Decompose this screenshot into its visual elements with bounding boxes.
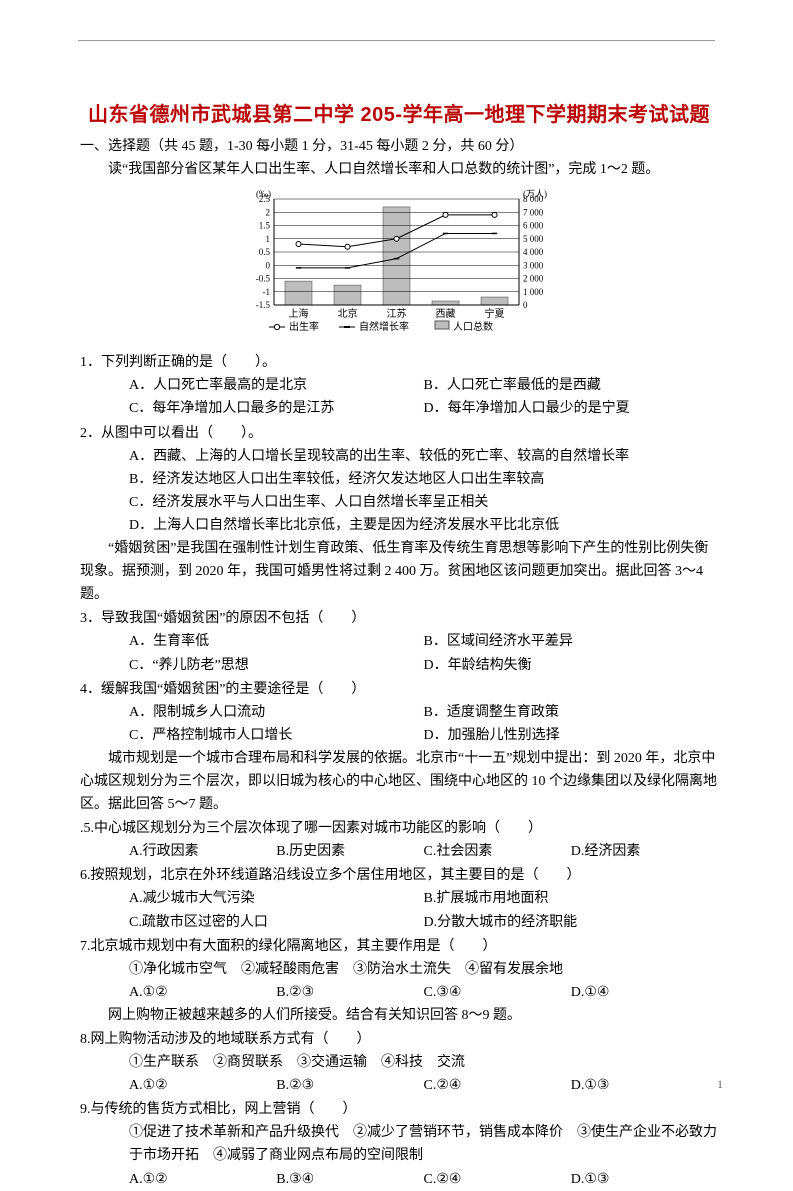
q6-opts-row2: C.疏散市区过密的人口 D.分散大城市的经济职能 bbox=[80, 911, 718, 934]
q8-opt-b: B.②③ bbox=[276, 1074, 423, 1097]
svg-text:7 000: 7 000 bbox=[523, 207, 544, 217]
page-number: 1 bbox=[717, 1077, 723, 1092]
q3-opt-c: C．“养儿防老”思想 bbox=[129, 654, 424, 677]
statistics-figure: 2.521.510.50-0.5-1-1.5(‰)8 0007 0006 000… bbox=[80, 187, 718, 345]
section-label: 一、选择题（共 45 题，1-30 每小题 1 分，31-45 每小题 2 分，… bbox=[80, 135, 718, 158]
svg-text:4 000: 4 000 bbox=[523, 247, 544, 257]
svg-text:自然增长率: 自然增长率 bbox=[359, 320, 409, 333]
body: 一、选择题（共 45 题，1-30 每小题 1 分，31-45 每小题 2 分，… bbox=[80, 135, 718, 1191]
q7-opt-c: C.③④ bbox=[424, 981, 571, 1004]
q7-opt-d: D.①④ bbox=[571, 981, 718, 1004]
svg-text:上海: 上海 bbox=[289, 307, 309, 320]
svg-text:出生率: 出生率 bbox=[289, 320, 319, 333]
svg-text:6 000: 6 000 bbox=[523, 221, 544, 231]
intro-line: 读“我国部分省区某年人口出生率、人口自然增长率和人口总数的统计图”，完成 1～2… bbox=[80, 158, 718, 181]
svg-text:西藏: 西藏 bbox=[436, 308, 456, 320]
svg-text:(‰): (‰) bbox=[256, 189, 271, 199]
q9-opt-c: C.②④ bbox=[424, 1168, 571, 1191]
q7-opts: A.①② B.②③ C.③④ D.①④ bbox=[80, 981, 718, 1004]
svg-text:宁夏: 宁夏 bbox=[485, 307, 505, 320]
q8-opt-d: D.①③ bbox=[571, 1074, 718, 1097]
q8-line: ①生产联系 ②商贸联系 ③交通运输 ④科技 交流 bbox=[80, 1051, 718, 1074]
q9-opt-b: B.③④ bbox=[276, 1168, 423, 1191]
q1-opts-row2: C．每年净增加人口最多的是江苏 D．每年净增加人口最少的是宁夏 bbox=[80, 397, 718, 420]
svg-text:-0.5: -0.5 bbox=[256, 274, 271, 284]
q4-opts-row2: C．严格控制城市人口增长 D．加强胎儿性别选择 bbox=[80, 724, 718, 747]
q1-opt-b: B．人口死亡率最低的是西藏 bbox=[424, 374, 719, 397]
q9-opt-a: A.①② bbox=[129, 1168, 276, 1191]
q7-text: 7.北京城市规划中有大面积的绿化隔离地区，其主要作用是（ ） bbox=[80, 935, 718, 958]
q4-opts-row1: A．限制城乡人口流动 B．适度调整生育政策 bbox=[80, 701, 718, 724]
q3-opt-b: B．区域间经济水平差异 bbox=[424, 630, 719, 653]
q5-opt-a: A.行政因素 bbox=[129, 840, 276, 863]
q6-opt-d: D.分散大城市的经济职能 bbox=[424, 911, 719, 934]
q6-text: 6.按照规划，北京在外环线道路沿线设立多个居住用地区，其主要目的是（ ） bbox=[80, 864, 718, 887]
q1-opt-c: C．每年净增加人口最多的是江苏 bbox=[129, 397, 424, 420]
passage-shopping: 网上购物正被越来越多的人们所接受。结合有关知识回答 8～9 题。 bbox=[80, 1004, 718, 1027]
q5-opt-c: C.社会因素 bbox=[424, 840, 571, 863]
svg-text:-1: -1 bbox=[263, 287, 271, 297]
q2-opt-a: A．西藏、上海的人口增长呈现较高的出生率、较低的死亡率、较高的自然增长率 bbox=[80, 445, 718, 468]
svg-text:0: 0 bbox=[266, 260, 271, 270]
exam-page: 山东省德州市武城县第二中学 205-学年高一地理下学期期末考试试题 一、选择题（… bbox=[0, 0, 793, 1122]
svg-text:3 000: 3 000 bbox=[523, 260, 544, 270]
q7-opt-b: B.②③ bbox=[276, 981, 423, 1004]
q1-opt-a: A．人口死亡率最高的是北京 bbox=[129, 374, 424, 397]
q9-text: 9.与传统的售货方式相比，网上营销（ ） bbox=[80, 1098, 718, 1121]
q3-text: 3．导致我国“婚姻贫困”的原因不包括（ ） bbox=[80, 607, 718, 630]
q4-text: 4．缓解我国“婚姻贫困”的主要途径是（ ） bbox=[80, 678, 718, 701]
passage-city: 城市规划是一个城市合理布局和科学发展的依据。北京市“十一五”规划中提出：到 20… bbox=[80, 747, 718, 816]
q9-opts: A.①② B.③④ C.②④ D.①③ bbox=[80, 1168, 718, 1191]
svg-text:0: 0 bbox=[523, 300, 528, 310]
q7-opt-a: A.①② bbox=[129, 981, 276, 1004]
q3-opts-row1: A．生育率低 B．区域间经济水平差异 bbox=[80, 630, 718, 653]
passage-marriage: “婚姻贫困”是我国在强制性计划生育政策、低生育率及传统生育思想等影响下产生的性别… bbox=[80, 537, 718, 606]
q4-opt-a: A．限制城乡人口流动 bbox=[129, 701, 424, 724]
q8-opt-a: A.①② bbox=[129, 1074, 276, 1097]
svg-text:1 000: 1 000 bbox=[523, 287, 544, 297]
q5-text: .5.中心城区规划分为三个层次体现了哪一因素对城市功能区的影响（ ） bbox=[80, 817, 718, 840]
svg-text:(万人): (万人) bbox=[523, 189, 547, 199]
page-title: 山东省德州市武城县第二中学 205-学年高一地理下学期期末考试试题 bbox=[80, 98, 718, 127]
q1-opts-row1: A．人口死亡率最高的是北京 B．人口死亡率最低的是西藏 bbox=[80, 374, 718, 397]
q9-line: ①促进了技术革新和产品升级换代 ②减少了营销环节，销售成本降价 ③使生产企业不必… bbox=[80, 1121, 718, 1167]
q5-opt-d: D.经济因素 bbox=[571, 840, 718, 863]
q2-text: 2．从图中可以看出（ ）。 bbox=[80, 422, 718, 445]
q3-opt-a: A．生育率低 bbox=[129, 630, 424, 653]
svg-text:2 000: 2 000 bbox=[523, 274, 544, 284]
q1-text: 1．下列判断正确的是（ ）。 bbox=[80, 351, 718, 374]
q4-opt-d: D．加强胎儿性别选择 bbox=[424, 724, 719, 747]
q8-opts: A.①② B.②③ C.②④ D.①③ bbox=[80, 1074, 718, 1097]
chart-svg: 2.521.510.50-0.5-1-1.5(‰)8 0007 0006 000… bbox=[229, 187, 569, 337]
q2-opt-b: B．经济发达地区人口出生率较低，经济欠发达地区人口出生率较高 bbox=[80, 468, 718, 491]
svg-text:1: 1 bbox=[266, 234, 271, 244]
svg-text:江苏: 江苏 bbox=[387, 307, 407, 320]
q5-opts: A.行政因素 B.历史因素 C.社会因素 D.经济因素 bbox=[80, 840, 718, 863]
top-rule bbox=[78, 40, 715, 41]
q2-opt-d: D．上海人口自然增长率比北京低，主要是因为经济发展水平比北京低 bbox=[80, 514, 718, 537]
svg-text:人口总数: 人口总数 bbox=[453, 320, 493, 333]
q5-opt-b: B.历史因素 bbox=[276, 840, 423, 863]
q8-opt-c: C.②④ bbox=[424, 1074, 571, 1097]
q9-opt-d: D.①③ bbox=[571, 1168, 718, 1191]
q2-opt-c: C．经济发展水平与人口出生率、人口自然增长率呈正相关 bbox=[80, 491, 718, 514]
svg-text:北京: 北京 bbox=[338, 307, 358, 320]
svg-text:2: 2 bbox=[266, 207, 271, 217]
q4-opt-b: B．适度调整生育政策 bbox=[424, 701, 719, 724]
svg-text:1.5: 1.5 bbox=[259, 221, 271, 231]
q1-opt-d: D．每年净增加人口最少的是宁夏 bbox=[424, 397, 719, 420]
svg-text:0.5: 0.5 bbox=[259, 247, 271, 257]
q6-opts-row1: A.减少城市大气污染 B.扩展城市用地面积 bbox=[80, 887, 718, 910]
q7-line: ①净化城市空气 ②减轻酸雨危害 ③防治水土流失 ④留有发展余地 bbox=[80, 958, 718, 981]
q4-opt-c: C．严格控制城市人口增长 bbox=[129, 724, 424, 747]
q6-opt-a: A.减少城市大气污染 bbox=[129, 887, 424, 910]
svg-text:-1.5: -1.5 bbox=[256, 300, 271, 310]
svg-text:5 000: 5 000 bbox=[523, 234, 544, 244]
q3-opt-d: D．年龄结构失衡 bbox=[424, 654, 719, 677]
q3-opts-row2: C．“养儿防老”思想 D．年龄结构失衡 bbox=[80, 654, 718, 677]
q8-text: 8.网上购物活动涉及的地域联系方式有（ ） bbox=[80, 1028, 718, 1051]
q6-opt-b: B.扩展城市用地面积 bbox=[424, 887, 719, 910]
q6-opt-c: C.疏散市区过密的人口 bbox=[129, 911, 424, 934]
